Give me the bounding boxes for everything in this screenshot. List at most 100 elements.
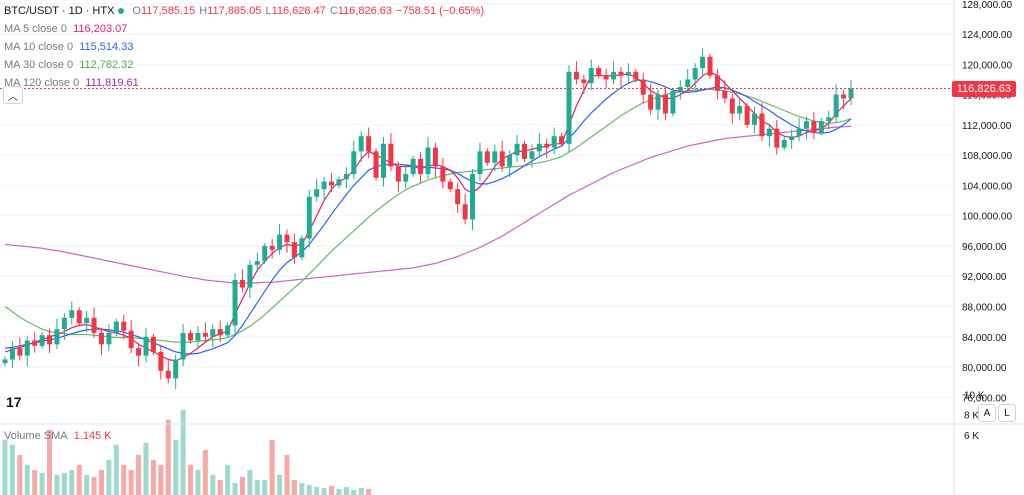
candle-body <box>24 340 30 356</box>
candle-body <box>655 94 661 110</box>
candle-body <box>833 94 839 118</box>
indicator-value: 111,819.61 <box>85 77 139 89</box>
volume-bar <box>121 464 127 495</box>
indicator-ma10[interactable]: MA 10 close 0 115,514.33 <box>4 38 484 56</box>
volume-bar <box>314 486 320 495</box>
candle-body <box>581 79 587 84</box>
candle-body <box>544 143 550 148</box>
candle-body <box>618 71 624 76</box>
candle-body <box>714 75 720 91</box>
indicator-ma120[interactable]: MA 120 close 0 111,819.61 <box>4 74 484 92</box>
candle-body <box>573 71 579 80</box>
volume-bar <box>247 469 253 495</box>
price-tick-label: 104,000.00 <box>962 181 1012 192</box>
candle-body <box>796 128 802 137</box>
indicator-ma5[interactable]: MA 5 close 0 116,203.07 <box>4 20 484 38</box>
candle-body <box>566 71 572 144</box>
candle-body <box>432 147 438 167</box>
volume-bar <box>47 429 53 495</box>
candle-body <box>210 329 216 337</box>
price-tick-label: 128,000.00 <box>962 0 1012 11</box>
volume-bar <box>158 464 164 495</box>
candle-body <box>551 136 557 148</box>
candle-body <box>707 56 713 76</box>
indicator-ma30[interactable]: MA 30 close 0 112,782.32 <box>4 56 484 74</box>
candle-body <box>410 158 416 175</box>
low-value: 116,628.47 <box>271 5 326 17</box>
volume-bar <box>165 419 171 495</box>
volume-bar <box>54 474 60 495</box>
volume-bar <box>269 439 275 495</box>
candle-body <box>128 330 134 349</box>
chevron-up-icon: ︿ <box>8 91 18 103</box>
volume-bar <box>188 464 194 495</box>
candle-body <box>269 245 275 250</box>
candle-body <box>61 317 67 330</box>
candle-body <box>9 348 15 360</box>
candle-body <box>329 181 335 186</box>
volume-bar <box>239 476 245 495</box>
candle-body <box>559 136 565 144</box>
indicator-value: 115,514.33 <box>79 41 134 53</box>
candle-body <box>239 280 245 288</box>
candle-body <box>373 151 379 178</box>
candle-body <box>150 336 156 352</box>
moving-average-lines <box>4 71 852 362</box>
symbol-title[interactable]: BTC/USDT · 1D · HTX <box>4 5 115 17</box>
candle-body <box>507 155 513 167</box>
candle-body <box>336 179 342 186</box>
candle-body <box>32 340 38 346</box>
volume-bar <box>2 439 8 495</box>
candle-body <box>180 332 186 360</box>
high-label: H <box>199 5 208 17</box>
price-tick-label: 92,000.00 <box>962 272 1007 283</box>
candle-body <box>121 321 127 331</box>
log-scale-button[interactable]: L <box>998 404 1016 422</box>
volume-bar <box>61 472 67 495</box>
candle-body <box>536 143 542 152</box>
ma5-line <box>4 71 852 362</box>
candle-body <box>165 370 171 379</box>
candle-body <box>314 189 320 197</box>
volume-bar <box>210 474 216 495</box>
candle-body <box>789 136 795 140</box>
candle-body <box>403 174 409 182</box>
candle-body <box>759 113 765 137</box>
volume-bar <box>9 444 15 495</box>
volume-legend[interactable]: Volume SMA 1.145 K <box>4 430 112 442</box>
candle-body <box>818 121 824 133</box>
candle-body <box>69 310 75 318</box>
volume-bar <box>98 469 104 495</box>
candle-body <box>841 94 847 99</box>
volume-bar <box>217 479 223 495</box>
volume-bar <box>321 487 327 495</box>
candle-body <box>670 90 676 114</box>
candle-body <box>744 105 750 125</box>
indicator-label: MA 5 close 0 <box>4 23 67 35</box>
candle-body <box>76 310 82 324</box>
collapse-legend-button[interactable]: ︿ <box>3 86 23 104</box>
candle-body <box>98 332 104 345</box>
change-value: −758.51 (−0.65%) <box>396 5 485 17</box>
candle-body <box>277 234 283 250</box>
candle-body <box>455 189 461 205</box>
candle-body <box>611 71 617 80</box>
price-tick-label: 84,000.00 <box>962 333 1007 344</box>
price-axis[interactable]: 76,000.00 80,000.00 84,000.00 88,000.00 92,0… <box>962 0 1012 404</box>
volume-bar <box>299 482 305 495</box>
candle-body <box>640 79 646 95</box>
candle-body <box>202 332 208 337</box>
candle-body <box>492 151 498 163</box>
candle-body <box>188 332 194 341</box>
open-value: 117,585.15 <box>140 5 196 17</box>
tradingview-logo[interactable]: 17 <box>6 394 22 410</box>
volume-tick-label: 8 K <box>964 411 979 422</box>
volume-bar <box>291 479 297 495</box>
auto-scale-button[interactable]: A <box>978 404 996 422</box>
volume-bar <box>225 464 231 495</box>
candle-body <box>143 336 149 356</box>
volume-value: 1.145 K <box>73 430 112 442</box>
candle-body <box>291 242 297 258</box>
candle-body <box>477 151 483 175</box>
